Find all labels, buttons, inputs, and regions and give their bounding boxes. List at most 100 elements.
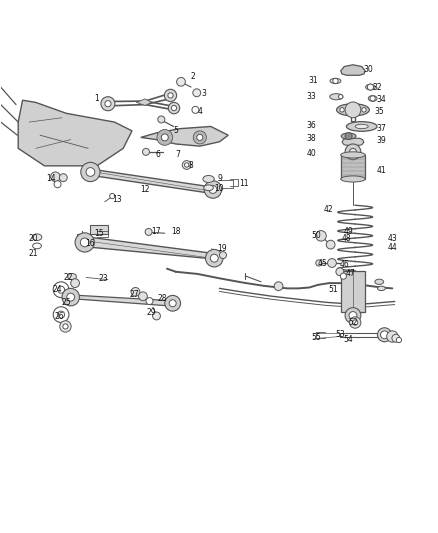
Circle shape [164, 295, 180, 311]
Polygon shape [340, 155, 364, 179]
Ellipse shape [202, 175, 214, 182]
Polygon shape [340, 271, 364, 312]
Text: 22: 22 [64, 273, 73, 282]
Circle shape [182, 160, 191, 169]
Polygon shape [18, 100, 132, 166]
Polygon shape [90, 225, 108, 233]
Text: 21: 21 [29, 249, 38, 258]
Text: 48: 48 [341, 235, 350, 244]
Circle shape [208, 185, 216, 193]
Text: 5: 5 [173, 126, 178, 135]
Text: 7: 7 [175, 150, 180, 159]
Circle shape [396, 337, 401, 343]
Circle shape [274, 282, 283, 290]
Ellipse shape [340, 133, 355, 139]
Text: 37: 37 [376, 124, 385, 133]
Ellipse shape [203, 185, 213, 191]
Circle shape [338, 94, 342, 99]
Circle shape [219, 252, 226, 259]
Text: 18: 18 [170, 227, 180, 236]
Text: 24: 24 [53, 285, 62, 294]
Circle shape [168, 102, 179, 114]
Circle shape [57, 286, 64, 293]
Ellipse shape [340, 176, 364, 182]
Circle shape [54, 181, 61, 188]
Circle shape [75, 233, 94, 252]
Text: 6: 6 [155, 150, 160, 159]
Circle shape [53, 307, 69, 322]
Text: 35: 35 [374, 107, 383, 116]
Circle shape [80, 238, 89, 247]
Circle shape [210, 254, 218, 262]
Text: 49: 49 [343, 227, 353, 236]
Circle shape [101, 96, 115, 111]
Circle shape [156, 130, 172, 146]
Ellipse shape [67, 273, 76, 280]
Circle shape [86, 167, 95, 176]
Text: 13: 13 [112, 195, 121, 204]
Text: 46: 46 [339, 260, 348, 269]
Circle shape [391, 334, 399, 342]
Polygon shape [65, 295, 175, 306]
Circle shape [53, 282, 69, 297]
Circle shape [377, 328, 391, 342]
Circle shape [349, 317, 360, 328]
Ellipse shape [365, 84, 374, 90]
Text: 30: 30 [363, 65, 372, 74]
Polygon shape [136, 99, 151, 106]
Circle shape [63, 324, 68, 329]
Ellipse shape [340, 152, 364, 158]
Circle shape [327, 259, 336, 268]
Circle shape [325, 240, 334, 249]
Circle shape [169, 300, 176, 307]
Circle shape [50, 172, 60, 182]
Polygon shape [77, 233, 90, 246]
Text: 16: 16 [85, 239, 95, 248]
Text: 33: 33 [306, 92, 315, 101]
Circle shape [315, 231, 325, 241]
Polygon shape [340, 65, 364, 75]
Text: 27: 27 [129, 289, 139, 298]
Text: 9: 9 [216, 174, 222, 183]
Circle shape [361, 108, 365, 112]
Text: 25: 25 [61, 298, 71, 307]
Circle shape [344, 144, 360, 160]
Text: 43: 43 [387, 233, 396, 243]
Ellipse shape [329, 78, 340, 84]
Circle shape [60, 321, 71, 332]
Text: 32: 32 [371, 83, 381, 92]
Text: 47: 47 [345, 270, 355, 278]
Ellipse shape [377, 286, 385, 290]
Circle shape [332, 78, 337, 84]
Circle shape [145, 229, 152, 236]
Text: 3: 3 [201, 89, 206, 98]
Text: 51: 51 [328, 285, 337, 294]
Text: 36: 36 [306, 121, 315, 130]
Text: 52: 52 [347, 318, 357, 327]
Circle shape [146, 297, 152, 304]
Text: 15: 15 [94, 229, 104, 238]
Text: 38: 38 [306, 134, 315, 143]
Text: 2: 2 [191, 71, 195, 80]
Circle shape [339, 273, 346, 279]
Circle shape [349, 148, 356, 155]
Text: 14: 14 [46, 174, 56, 183]
Circle shape [138, 292, 147, 301]
Circle shape [335, 268, 343, 276]
Ellipse shape [32, 243, 41, 249]
Text: 34: 34 [376, 95, 385, 104]
Ellipse shape [32, 234, 42, 240]
Circle shape [171, 106, 176, 111]
Circle shape [161, 134, 168, 141]
Text: 50: 50 [310, 231, 320, 240]
Circle shape [348, 312, 356, 319]
Ellipse shape [346, 122, 376, 131]
Text: 20: 20 [28, 235, 38, 244]
Text: 12: 12 [140, 185, 149, 195]
Ellipse shape [336, 104, 368, 116]
Polygon shape [81, 169, 217, 193]
Circle shape [59, 174, 67, 182]
Text: 17: 17 [151, 227, 160, 236]
Circle shape [196, 134, 202, 141]
Circle shape [367, 84, 373, 90]
